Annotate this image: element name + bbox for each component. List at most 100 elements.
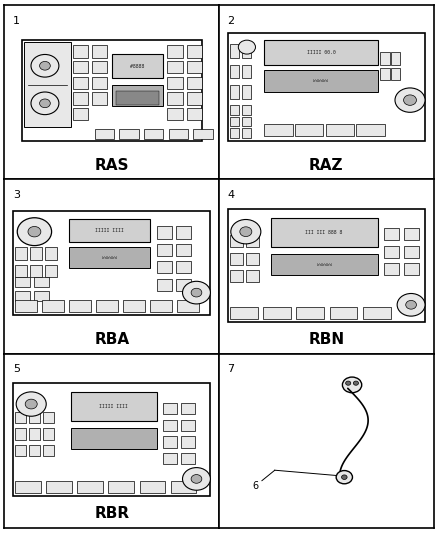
Text: 1: 1: [13, 16, 20, 26]
Bar: [45, 265, 57, 277]
Bar: [384, 263, 399, 275]
Circle shape: [39, 61, 50, 70]
Bar: [176, 261, 191, 273]
Bar: [230, 85, 240, 99]
Circle shape: [31, 92, 59, 115]
Bar: [177, 300, 199, 312]
Circle shape: [31, 54, 59, 77]
Bar: [295, 124, 323, 136]
Bar: [71, 392, 157, 422]
Bar: [264, 124, 293, 136]
Bar: [112, 54, 163, 78]
Bar: [144, 129, 163, 140]
Bar: [271, 254, 378, 275]
Bar: [271, 218, 378, 247]
Circle shape: [403, 95, 417, 106]
Bar: [246, 235, 259, 247]
Bar: [187, 108, 202, 120]
Bar: [230, 128, 240, 138]
Bar: [119, 129, 138, 140]
Bar: [15, 291, 30, 301]
Bar: [69, 247, 150, 268]
Bar: [112, 85, 163, 106]
Bar: [403, 246, 419, 258]
Text: RBA: RBA: [94, 332, 129, 347]
Bar: [69, 220, 150, 242]
Bar: [29, 445, 40, 456]
Bar: [167, 45, 183, 58]
Circle shape: [39, 99, 50, 108]
Bar: [246, 253, 259, 265]
Circle shape: [183, 467, 210, 490]
Bar: [15, 277, 30, 287]
Circle shape: [17, 218, 52, 246]
Text: RBN: RBN: [308, 332, 344, 347]
Circle shape: [231, 220, 261, 244]
Bar: [92, 77, 107, 89]
Text: 5: 5: [13, 364, 20, 374]
Bar: [15, 412, 26, 423]
Circle shape: [25, 399, 37, 409]
Circle shape: [343, 377, 362, 393]
Bar: [157, 261, 172, 273]
Bar: [241, 64, 251, 78]
Bar: [13, 211, 210, 315]
Bar: [95, 129, 114, 140]
Text: III III 888 8: III III 888 8: [305, 230, 343, 235]
Bar: [187, 77, 202, 89]
Bar: [187, 61, 202, 73]
Bar: [167, 92, 183, 104]
Bar: [380, 68, 390, 80]
Bar: [15, 481, 41, 493]
Bar: [42, 300, 64, 312]
Bar: [35, 291, 49, 301]
Bar: [24, 42, 71, 127]
Bar: [384, 246, 399, 258]
Bar: [230, 106, 240, 115]
Bar: [157, 279, 172, 291]
Text: WWWWWW: WWWWWW: [317, 263, 332, 266]
Bar: [157, 244, 172, 256]
Bar: [30, 265, 42, 277]
Text: IIIII IIII: IIIII IIII: [95, 228, 124, 233]
Text: RAZ: RAZ: [309, 158, 343, 173]
Bar: [92, 92, 107, 104]
Bar: [264, 40, 378, 64]
Bar: [78, 481, 103, 493]
Bar: [43, 429, 54, 440]
Bar: [73, 92, 88, 104]
Bar: [43, 412, 54, 423]
Bar: [15, 445, 26, 456]
Bar: [230, 253, 243, 265]
Bar: [123, 300, 145, 312]
Bar: [246, 270, 259, 282]
Bar: [73, 108, 88, 120]
Bar: [29, 429, 40, 440]
Bar: [193, 129, 212, 140]
Bar: [380, 52, 390, 64]
Circle shape: [395, 88, 425, 112]
Text: 2: 2: [228, 16, 235, 26]
Circle shape: [336, 471, 353, 484]
Text: IIIII IIII: IIIII IIII: [99, 404, 128, 409]
Bar: [176, 244, 191, 256]
Bar: [187, 45, 202, 58]
Bar: [109, 481, 134, 493]
Bar: [241, 117, 251, 126]
Circle shape: [346, 381, 351, 385]
Bar: [73, 77, 88, 89]
Bar: [241, 44, 251, 58]
Text: WWWWWW: WWWWWW: [102, 256, 117, 260]
Bar: [329, 306, 357, 319]
Bar: [230, 44, 240, 58]
Text: #8888: #8888: [130, 64, 145, 69]
Bar: [296, 306, 324, 319]
Text: 6: 6: [252, 481, 258, 491]
Bar: [71, 429, 157, 449]
Bar: [35, 277, 49, 287]
Bar: [403, 228, 419, 240]
Text: 7: 7: [228, 364, 235, 374]
Bar: [167, 77, 183, 89]
Bar: [181, 436, 195, 448]
Bar: [325, 124, 354, 136]
